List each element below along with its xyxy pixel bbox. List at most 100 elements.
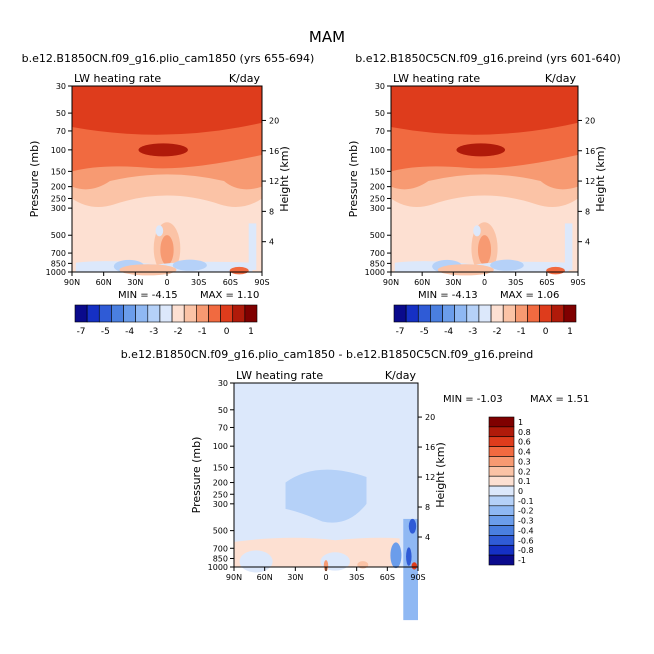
- diff-lower-warm: [234, 537, 400, 567]
- pressure-tick-label: 50: [218, 406, 228, 415]
- lat-tick-label: 30N: [445, 278, 461, 287]
- colorbar-swatch: [551, 304, 565, 323]
- lat-tick-label: 60N: [96, 278, 112, 287]
- field-max-core: [138, 143, 188, 157]
- height-tick-label: 12: [425, 473, 435, 482]
- pressure-tick-label: 500: [370, 231, 385, 240]
- colorbar-label: 1: [518, 418, 523, 427]
- lat-tick-label: 0: [482, 278, 487, 287]
- pressure-tick-label: 850: [51, 259, 66, 268]
- diff-polar-deep: [408, 518, 417, 534]
- lat-tick-label: 60N: [257, 573, 273, 582]
- pressure-tick-label: 300: [370, 204, 385, 213]
- colorbar-swatch: [196, 304, 209, 323]
- colorbar-swatch: [488, 485, 515, 497]
- colorbar-label: -1: [518, 556, 526, 565]
- diff-low-cool1: [239, 550, 273, 573]
- variable-label: LW heating rate: [74, 72, 161, 85]
- colorbar-label: -3: [468, 327, 477, 337]
- pressure-tick-label: 30: [375, 82, 385, 91]
- field-tropic-cool: [155, 225, 164, 237]
- colorbar-swatch: [488, 446, 515, 457]
- pressure-tick-label: 1000: [208, 563, 228, 572]
- field-tropic-cool: [473, 225, 481, 237]
- pressure-tick-label: 250: [51, 194, 66, 203]
- height-tick-label: 20: [269, 116, 279, 125]
- colorbar-label: 1: [248, 327, 254, 337]
- lat-tick-label: 90S: [254, 278, 269, 287]
- lat-tick-label: 90N: [64, 278, 80, 287]
- colorbar-swatch: [98, 304, 112, 323]
- colorbar-swatch: [220, 304, 234, 323]
- pressure-tick-label: 50: [56, 109, 66, 118]
- colorbar-swatch: [244, 304, 258, 323]
- colorbar-label: -0.6: [518, 536, 534, 545]
- pressure-tick-label: 850: [370, 259, 385, 268]
- lat-tick-label: 90S: [570, 278, 585, 287]
- colorbar-label: 0.1: [518, 477, 531, 486]
- pressure-tick-label: 500: [213, 527, 228, 536]
- colorbar-swatch: [466, 304, 480, 323]
- field-low-blue-core2: [490, 259, 524, 271]
- pressure-tick-label: 500: [51, 231, 66, 240]
- pressure-tick-label: 200: [213, 479, 228, 488]
- pressure-tick-label: 30: [218, 379, 228, 388]
- colorbar-swatch: [159, 304, 173, 323]
- pressure-tick-label: 150: [213, 463, 228, 472]
- colorbar-label: 0: [224, 327, 230, 337]
- colorbar-label: -1: [517, 327, 526, 337]
- colorbar-swatch: [478, 304, 492, 323]
- colorbar-swatch: [488, 554, 515, 566]
- colorbar-label: 1: [567, 327, 573, 337]
- panel3-colorbar: 10.80.60.40.30.20.10-0.1-0.2-0.3-0.4-0.6…: [488, 416, 534, 566]
- diff-polar-deep2: [406, 547, 412, 566]
- lat-tick-label: 90N: [226, 573, 242, 582]
- lat-tick-label: 30N: [127, 278, 143, 287]
- lat-tick-label: 90S: [410, 573, 425, 582]
- colorbar-label: -7: [396, 327, 405, 337]
- lat-tick-label: 60S: [539, 278, 554, 287]
- colorbar-label: -4: [125, 327, 134, 337]
- panel2-colorbar: -7 -5 -4 -3 -2 -1 0 1: [393, 304, 577, 337]
- height-tick-label: 8: [269, 207, 274, 216]
- field-top-red: [391, 86, 578, 135]
- colorbar-swatch: [490, 304, 504, 323]
- colorbar-swatch: [111, 304, 124, 323]
- colorbar-swatch: [393, 304, 407, 323]
- unit-label: K/day: [385, 369, 417, 382]
- colorbar-label: -7: [77, 327, 86, 337]
- colorbar-swatch: [405, 304, 419, 323]
- colorbar-label: -0.4: [518, 526, 534, 535]
- colorbar-label: -3: [149, 327, 158, 337]
- lat-tick-label: 0: [323, 573, 328, 582]
- field-surface-spot: [546, 266, 565, 275]
- height-tick-label: 12: [269, 177, 279, 186]
- y2label: Height (km): [434, 442, 447, 508]
- pressure-tick-label: 700: [213, 544, 228, 553]
- colorbar-label: -5: [420, 327, 429, 337]
- pressure-tick-label: 250: [370, 194, 385, 203]
- panel2-title: b.e12.B1850C5CN.f09_g16.preind (yrs 601-…: [355, 52, 621, 65]
- colorbar-label: -5: [101, 327, 110, 337]
- lat-tick-label: 60S: [223, 278, 238, 287]
- panel2: LW heating rate K/day 90N 60N 30N 0 30S 60S 90S 3…: [347, 72, 607, 287]
- pressure-tick-label: 1000: [46, 268, 66, 277]
- colorbar-swatch: [502, 304, 516, 323]
- pressure-tick-label: 300: [51, 204, 66, 213]
- lat-tick-label: 30S: [508, 278, 523, 287]
- panel2-min-label: MIN = -4.13: [418, 290, 478, 301]
- colorbar-swatch: [74, 304, 88, 323]
- height-tick-label: 16: [585, 147, 595, 156]
- pressure-tick-label: 1000: [365, 268, 385, 277]
- colorbar-swatch: [488, 535, 515, 546]
- panel1-max-label: MAX = 1.10: [200, 290, 259, 301]
- ylabel: Pressure (mb): [190, 437, 203, 514]
- field-surface-warm: [119, 264, 177, 276]
- colorbar-swatch: [488, 495, 515, 507]
- colorbar-swatch: [488, 456, 515, 467]
- colorbar-swatch: [488, 466, 515, 477]
- pressure-tick-label: 300: [213, 500, 228, 509]
- colorbar-swatch: [147, 304, 161, 323]
- colorbar-swatch: [488, 436, 515, 447]
- colorbar-swatch: [232, 304, 246, 323]
